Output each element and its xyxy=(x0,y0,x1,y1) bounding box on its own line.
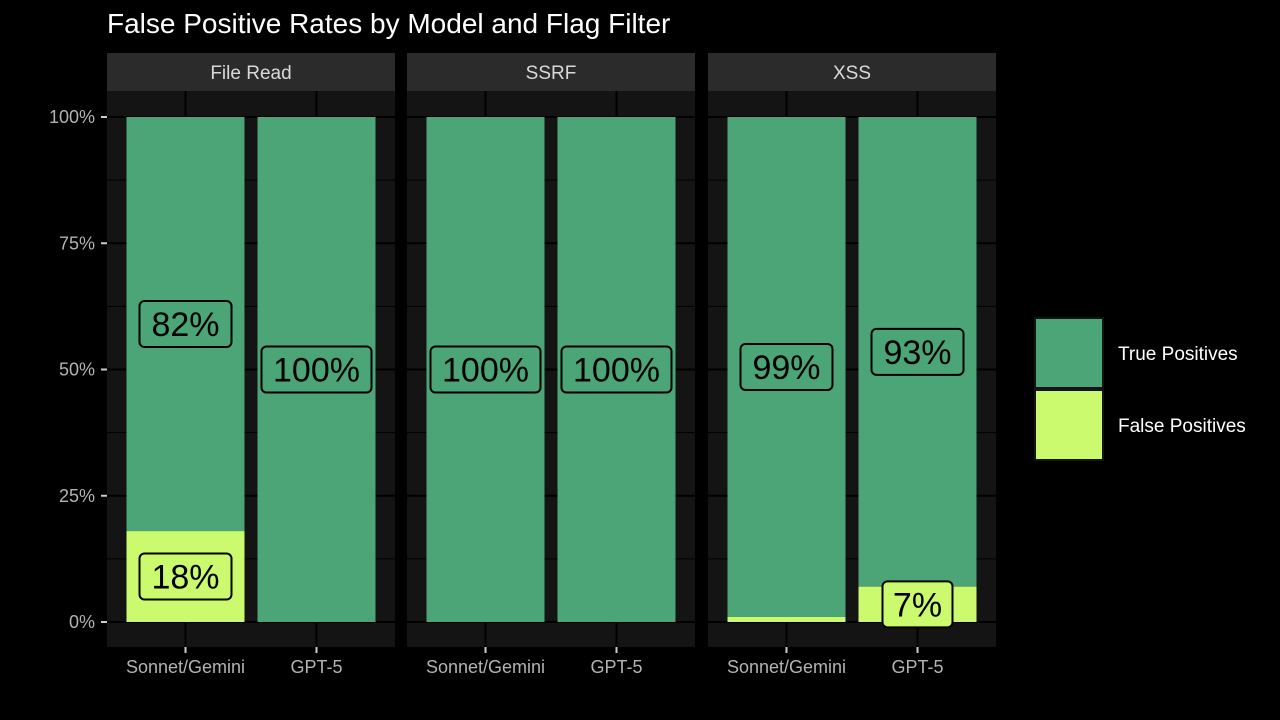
data-label: 100% xyxy=(429,345,542,394)
data-label-box xyxy=(739,342,834,391)
legend-label: True Positives xyxy=(1118,344,1238,365)
legend-swatch xyxy=(1036,391,1102,459)
x-tick-label: Sonnet/Gemini xyxy=(727,657,846,677)
x-tick-label: GPT-5 xyxy=(891,657,943,677)
y-tick-label: 25% xyxy=(59,486,95,506)
strip-background xyxy=(708,53,996,91)
data-label-box xyxy=(138,300,233,349)
strip-background xyxy=(407,53,695,91)
panel-xss: XSS 99% Sonnet/Gemini 93% 7% GPT-5 xyxy=(708,53,996,677)
y-tick-label: 75% xyxy=(59,233,95,253)
bar-false-positives xyxy=(727,616,846,622)
data-label-text: 100% xyxy=(573,352,660,390)
chart-title: False Positive Rates by Model and Flag F… xyxy=(107,8,670,39)
data-label-text: 93% xyxy=(883,334,951,372)
y-tick-label: 0% xyxy=(69,612,95,632)
data-label-box xyxy=(138,552,233,601)
data-label: 99% xyxy=(739,342,834,391)
data-label: 93% xyxy=(870,327,965,376)
data-label: 82% xyxy=(138,300,233,349)
data-label-text: 82% xyxy=(151,306,219,344)
data-label-box xyxy=(881,580,954,629)
x-tick-label: Sonnet/Gemini xyxy=(426,657,545,677)
data-label-text: 18% xyxy=(151,559,219,597)
data-label: 100% xyxy=(560,345,673,394)
x-tick-label: GPT-5 xyxy=(290,657,342,677)
legend-item-true-positives: True Positives xyxy=(1034,317,1238,389)
y-axis: 0% 25% 50% 75% 100% xyxy=(49,107,107,632)
legend-item-false-positives: False Positives xyxy=(1034,389,1246,461)
legend-label: False Positives xyxy=(1118,416,1246,437)
data-label: 18% xyxy=(138,552,233,601)
legend: True Positives False Positives xyxy=(1034,317,1246,461)
x-tick-label: GPT-5 xyxy=(590,657,642,677)
data-label-box xyxy=(870,327,965,376)
panel-ssrf: SSRF 100% Sonnet/Gemini 100% GPT-5 xyxy=(407,53,695,677)
y-tick-label: 50% xyxy=(59,360,95,380)
strip-label: File Read xyxy=(210,63,291,84)
strip-background xyxy=(107,53,395,91)
facet-panels: File Read82%18%Sonnet/Gemini100%GPT-5SSR… xyxy=(107,53,996,677)
data-label-text: 7% xyxy=(893,586,942,624)
panel-file-read: File Read 82% 18% Sonnet/Gemini 100% GPT-5 xyxy=(107,53,395,677)
legend-swatch xyxy=(1036,319,1102,387)
strip-label: XSS xyxy=(833,63,871,84)
data-label: 7% xyxy=(881,580,954,629)
data-label-box xyxy=(429,345,542,394)
data-label-box xyxy=(260,345,373,394)
data-label: 100% xyxy=(260,345,373,394)
data-label-text: 100% xyxy=(273,352,360,390)
x-tick-label: Sonnet/Gemini xyxy=(126,657,245,677)
y-tick-label: 100% xyxy=(49,107,95,127)
data-label-text: 100% xyxy=(442,352,529,390)
data-label-text: 99% xyxy=(752,349,820,387)
strip-label: SSRF xyxy=(526,63,577,84)
data-label-box xyxy=(560,345,673,394)
